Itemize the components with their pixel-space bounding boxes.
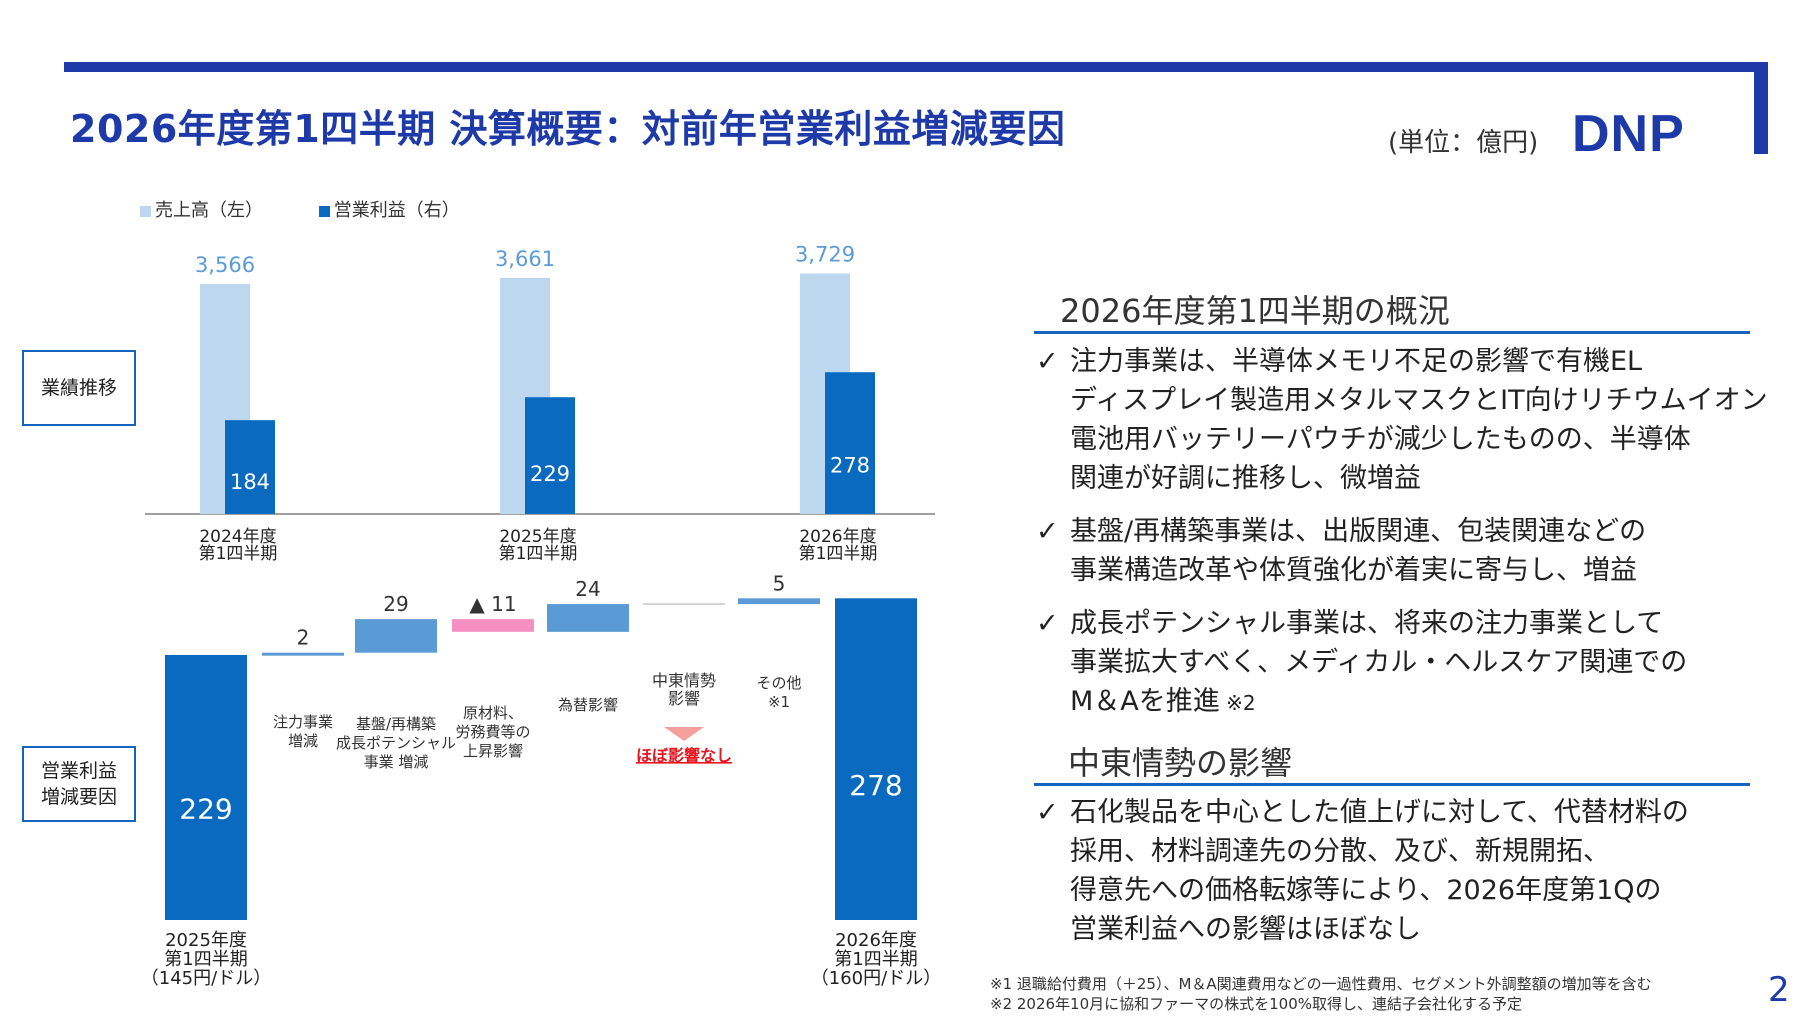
bar-op-income-1 xyxy=(525,397,575,514)
wf-value-label-6: 5 xyxy=(773,571,786,595)
profit-factors-label-line2: 増減要因 xyxy=(40,786,117,808)
checkmark-icon: ✓ xyxy=(1036,516,1059,547)
wf-category-label-0: 2025年度第1四半期（145円/ドル） xyxy=(141,930,271,989)
overview-bullet-item-1-line-0: 基盤/再構築事業は、出版関連、包装関連などの xyxy=(1070,516,1647,547)
wf-value-label-1: 2 xyxy=(297,626,310,650)
page-number: 2 xyxy=(1768,970,1790,1010)
wf-category-label-7: 2026年度第1四半期（160円/ドル） xyxy=(811,930,941,989)
x-tick-label-1: 2025年度第1四半期 xyxy=(499,527,578,564)
wf-down-triangle-5 xyxy=(664,727,704,741)
wf-category-label-5: 中東情勢影響 xyxy=(652,671,716,708)
profit-factors-label-line1: 営業利益 xyxy=(40,760,117,782)
overview-bullet-item-2-line-0: 成長ポテンシャル事業は、将来の注力事業として xyxy=(1070,608,1664,639)
wf-bar-decrease-3 xyxy=(452,619,534,632)
label-sales-0: 3,566 xyxy=(195,253,255,277)
checkmark-icon: ✓ xyxy=(1036,797,1059,828)
wf-category-label-2: 基盤/再構築成長ポテンシャル事業 増減 xyxy=(336,715,456,771)
header-top-rule xyxy=(64,62,1768,72)
legend-item-op-income: 営業利益（右） xyxy=(318,200,460,221)
wf-value-label-4: 24 xyxy=(575,577,600,601)
label-op-income-1: 229 xyxy=(530,462,570,486)
mideast-bullet-item-0-line-3: 営業利益への影響はほぼなし xyxy=(1070,914,1421,945)
unit-label: (単位：億円) xyxy=(1388,128,1539,158)
performance-trend-box: 業績推移 xyxy=(22,350,136,426)
overview-bullet-item-0-line-1: ディスプレイ製造用メタルマスクとIT向けリチウムイオン xyxy=(1070,385,1768,416)
page-title: 2026年度第1四半期 決算概要：対前年営業利益増減要因 xyxy=(70,107,1066,151)
wf-category-label-1: 注力事業増減 xyxy=(273,713,333,750)
label-sales-1: 3,661 xyxy=(495,247,555,271)
performance-trend-label: 業績推移 xyxy=(40,377,117,399)
legend-swatch-sales xyxy=(140,205,151,217)
wf-no-impact-note: ほぼ影響なし xyxy=(636,746,732,765)
wf-bar-increase-1 xyxy=(262,652,344,656)
label-op-income-0: 184 xyxy=(230,470,270,494)
x-tick-label-0: 2024年度第1四半期 xyxy=(199,527,278,564)
label-sales-2: 3,729 xyxy=(795,242,855,266)
legend-swatch-op-income xyxy=(318,205,330,217)
wf-category-label-6: その他※1 xyxy=(756,674,801,711)
wf-bar-total-7 xyxy=(835,598,917,920)
section-mideast-rule xyxy=(1034,783,1750,786)
x-tick-label-2: 2026年度第1四半期 xyxy=(799,527,878,564)
wf-bar-total-0 xyxy=(165,655,247,920)
mideast-bullet-item-0-line-1: 採用、材料調達先の分散、及び、新規開拓、 xyxy=(1070,836,1610,867)
section-overview-title: 2026年度第1四半期の概況 xyxy=(1060,292,1450,330)
bar-op-income-2 xyxy=(825,372,875,514)
performance-bar-chart: 3,566 184 2024年度第1四半期 3,661 229 2025年度第1四半期 3,… xyxy=(145,242,935,564)
footnote-1: ※1 退職給付費用（＋25）、M＆A関連費用などの一過性費用、セグメント外調整額… xyxy=(990,975,1652,993)
wf-bar-increase-6 xyxy=(738,598,820,605)
footnote-2: ※2 2026年10月に協和ファーマの株式を100%取得し、連結子会社化する予定 xyxy=(990,995,1523,1013)
checkmark-icon: ✓ xyxy=(1036,608,1059,639)
dnp-logo: DNP xyxy=(1572,105,1685,163)
overview-bullet-item-2-line-1: 事業拡大すべく、メディカル・ヘルスケア関連での xyxy=(1070,647,1688,678)
legend-label-sales: 売上高（左） xyxy=(155,200,263,221)
bar-op-income-0 xyxy=(225,420,275,514)
checkmark-icon: ✓ xyxy=(1036,346,1059,377)
mideast-bullet-item-0-line-2: 得意先への価格転嫁等により、2026年度第1Qの xyxy=(1070,875,1662,906)
wf-bar-increase-4 xyxy=(547,604,629,632)
legend-item-sales: 売上高（左） xyxy=(140,200,263,221)
overview-bullet-item-0-line-2: 電池用バッテリーパウチが減少したものの、半導体 xyxy=(1070,424,1691,455)
overview-bullet-item-0-line-0: 注力事業は、半導体メモリ不足の影響で有機EL xyxy=(1070,346,1643,377)
label-op-income-2: 278 xyxy=(830,453,870,477)
wf-category-label-4: 為替影響 xyxy=(558,696,618,714)
profit-factors-box: 営業利益 増減要因 xyxy=(22,746,136,822)
header-right-rule xyxy=(1754,62,1768,154)
overview-bullet-item-0-line-3: 関連が好調に推移し、微増益 xyxy=(1070,463,1421,494)
chart-legend: 売上高（左） 営業利益（右） xyxy=(140,196,510,222)
overview-bullet-item-2-line-2: M＆Aを推進 ※2 xyxy=(1070,686,1256,717)
overview-bullet-item-1-line-1: 事業構造改革や体質強化が着実に寄与し、増益 xyxy=(1070,555,1637,586)
profit-waterfall-chart: 229 2025年度第1四半期（145円/ドル） 2 注力事業増減 29 基盤/再構築成長… xyxy=(141,571,941,989)
legend-label-op-income: 営業利益（右） xyxy=(333,200,460,221)
wf-value-label-0: 229 xyxy=(179,793,232,826)
overview-bullet-item-2-note: ※2 xyxy=(1219,691,1256,715)
mideast-bullet-item-0-line-0: 石化製品を中心とした値上げに対して、代替材料の xyxy=(1070,797,1689,828)
footnotes: ※1 退職給付費用（＋25）、M＆A関連費用などの一過性費用、セグメント外調整額… xyxy=(990,974,1652,1014)
wf-value-label-3: ▲ 11 xyxy=(469,592,516,616)
section-mideast-title: 中東情勢の影響 xyxy=(1068,744,1293,782)
wf-value-label-2: 29 xyxy=(383,592,408,616)
section-overview-rule xyxy=(1034,331,1750,334)
wf-category-label-3: 原材料、労務費等の上昇影響 xyxy=(455,704,530,760)
wf-bar-increase-2 xyxy=(355,619,437,653)
wf-value-label-7: 278 xyxy=(849,769,902,802)
